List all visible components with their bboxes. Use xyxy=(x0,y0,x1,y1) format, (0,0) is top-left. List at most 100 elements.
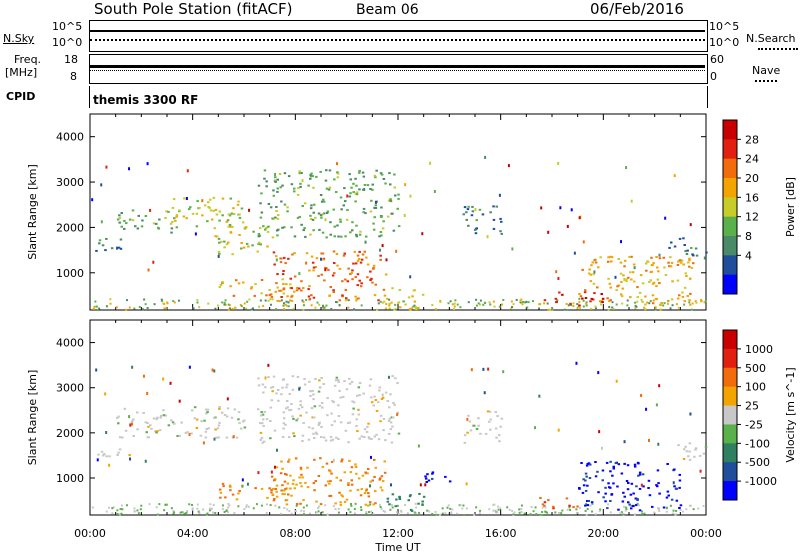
data-cell xyxy=(260,487,264,490)
data-cell xyxy=(260,504,263,507)
data-cell xyxy=(469,429,473,432)
data-cell xyxy=(358,233,362,236)
data-cell xyxy=(612,307,615,310)
data-cell xyxy=(379,258,382,261)
data-cell xyxy=(411,295,414,298)
data-cell xyxy=(642,485,645,488)
data-cell xyxy=(691,308,694,311)
colorbar-tick-label: 500 xyxy=(745,362,766,375)
data-cell xyxy=(612,465,615,468)
data-cell xyxy=(678,259,682,262)
data-cell xyxy=(128,454,131,457)
data-cell xyxy=(322,383,325,385)
data-cell xyxy=(500,417,504,420)
data-cell xyxy=(691,253,694,256)
data-cell xyxy=(302,422,305,424)
data-cell xyxy=(588,477,592,479)
data-cell xyxy=(254,283,257,286)
data-cell xyxy=(267,299,270,302)
data-cell xyxy=(329,470,332,473)
data-cell xyxy=(651,294,655,297)
data-cell xyxy=(290,403,293,405)
data-cell xyxy=(160,298,163,301)
data-cell xyxy=(683,303,686,306)
data-cell xyxy=(205,412,208,415)
data-cell xyxy=(268,294,272,297)
data-cell xyxy=(313,489,316,492)
data-cell xyxy=(488,508,491,511)
data-cell xyxy=(119,513,122,516)
data-cell xyxy=(212,209,215,212)
data-cell xyxy=(147,425,150,428)
data-cell xyxy=(385,258,388,262)
data-cell xyxy=(273,263,276,266)
data-cell xyxy=(656,266,659,269)
data-cell xyxy=(358,169,361,172)
data-cell xyxy=(260,192,263,195)
data-cell xyxy=(290,226,293,229)
data-cell xyxy=(169,381,172,385)
colorbar-tick-label: 24 xyxy=(745,153,759,166)
data-cell xyxy=(623,277,626,281)
data-cell xyxy=(141,219,144,222)
colorbar-tick-label: 12 xyxy=(745,211,759,224)
data-cell xyxy=(307,288,310,291)
data-cell xyxy=(170,507,173,510)
data-cell xyxy=(629,296,632,299)
data-cell xyxy=(315,175,318,178)
data-cell xyxy=(217,424,221,427)
data-cell xyxy=(201,199,204,203)
data-cell xyxy=(305,504,308,507)
data-cell xyxy=(271,236,275,239)
data-cell xyxy=(317,510,320,513)
data-cell xyxy=(91,198,94,202)
data-cell xyxy=(390,483,393,487)
data-cell xyxy=(676,279,680,282)
data-cell xyxy=(232,213,236,215)
x-tick-label: 08:00 xyxy=(279,527,311,540)
x-tick-label: 16:00 xyxy=(485,527,517,540)
data-cell xyxy=(155,418,159,421)
data-cell xyxy=(218,241,221,244)
data-cell xyxy=(579,306,582,309)
data-cell xyxy=(228,224,232,226)
data-cell xyxy=(573,251,576,255)
data-cell xyxy=(590,297,593,300)
data-cell xyxy=(190,432,193,435)
data-cell xyxy=(539,497,542,499)
colorbar-tick-label: 4 xyxy=(745,249,752,262)
data-cell xyxy=(326,210,330,213)
data-cell xyxy=(300,485,303,488)
colorbar-tick-label: 8 xyxy=(745,230,752,243)
data-cell xyxy=(561,509,564,512)
colorbar-tick-label: 28 xyxy=(745,133,759,146)
data-cell xyxy=(257,377,260,380)
data-cell xyxy=(605,461,609,464)
data-cell xyxy=(641,282,645,285)
data-cell xyxy=(300,172,303,174)
data-cell xyxy=(238,216,242,219)
data-cell xyxy=(338,304,341,307)
data-cell xyxy=(264,299,267,302)
data-cell xyxy=(286,508,289,511)
data-cell xyxy=(330,424,334,427)
data-cell xyxy=(287,436,291,439)
data-cell xyxy=(353,512,356,515)
data-cell xyxy=(584,509,587,512)
data-cell xyxy=(655,285,658,288)
data-cell xyxy=(199,434,203,437)
data-cell xyxy=(339,501,342,504)
data-cell xyxy=(535,513,538,516)
data-cell xyxy=(274,180,277,183)
data-cell xyxy=(361,253,365,256)
colorbar-tick-label: -1000 xyxy=(745,475,777,488)
data-cell xyxy=(388,172,391,175)
data-cell xyxy=(324,179,328,182)
data-cell xyxy=(219,496,222,499)
data-cell xyxy=(594,305,597,308)
data-cell xyxy=(102,454,105,457)
data-cell xyxy=(186,431,189,434)
data-cell xyxy=(295,289,299,292)
data-cell xyxy=(392,229,396,232)
noise-search-trace xyxy=(90,39,705,41)
